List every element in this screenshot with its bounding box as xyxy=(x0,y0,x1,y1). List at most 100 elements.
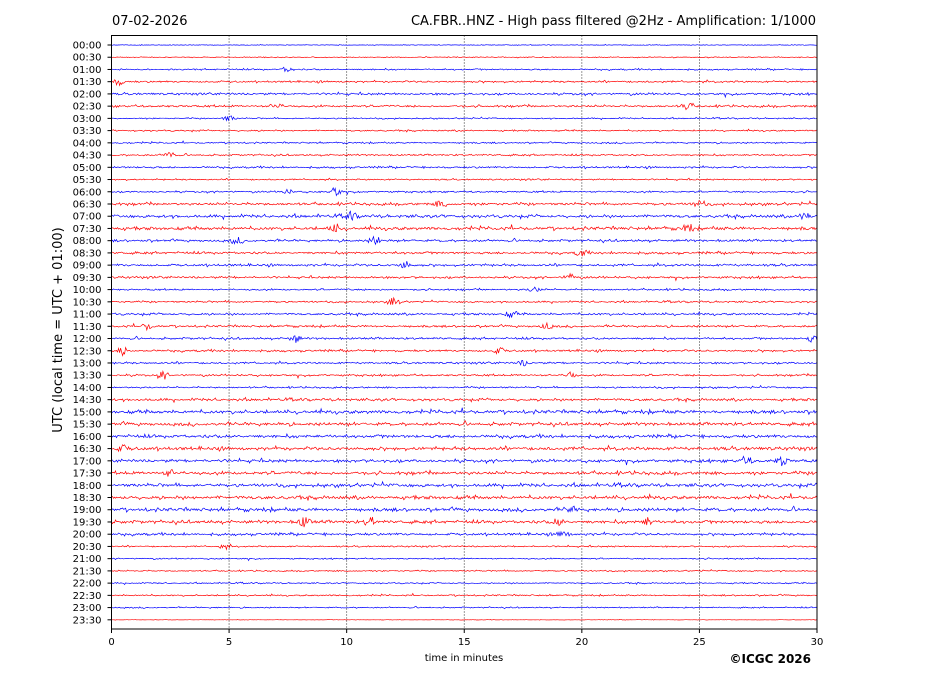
trace-1000 xyxy=(111,286,818,292)
y-tick-label: 21:00 xyxy=(73,554,102,565)
copyright-label: ©ICGC 2026 xyxy=(729,652,811,666)
trace-1230 xyxy=(111,346,818,357)
y-tick-label: 06:00 xyxy=(73,187,102,198)
x-tick-label: 25 xyxy=(693,637,706,648)
trace-1630 xyxy=(111,444,818,453)
chart-date: 07-02-2026 xyxy=(112,14,188,29)
plot-frame xyxy=(111,35,818,630)
y-tick-label: 10:00 xyxy=(73,285,102,296)
y-tick-label: 12:30 xyxy=(73,346,102,357)
trace-1030 xyxy=(111,296,818,305)
trace-2100 xyxy=(111,557,818,562)
y-tick-label: 10:30 xyxy=(73,297,102,308)
trace-0100 xyxy=(111,66,817,73)
trace-1100 xyxy=(111,311,818,319)
y-tick-label: 19:00 xyxy=(73,505,102,516)
y-tick-label: 09:00 xyxy=(73,261,102,272)
trace-1700 xyxy=(111,455,818,467)
y-tick-label: 05:30 xyxy=(73,175,102,186)
y-tick-label: 19:30 xyxy=(73,517,102,528)
trace-0500 xyxy=(111,165,818,170)
y-tick-label: 01:00 xyxy=(73,65,102,76)
trace-0300 xyxy=(111,115,818,122)
trace-0930 xyxy=(111,272,818,282)
y-tick-label: 00:00 xyxy=(73,41,102,52)
y-tick-label: 18:30 xyxy=(73,493,102,504)
y-tick-label: 05:00 xyxy=(73,163,102,174)
trace-1900 xyxy=(111,505,818,514)
y-tick-label: 22:00 xyxy=(73,579,102,590)
y-tick-label: 23:00 xyxy=(73,603,102,614)
y-tick-label: 00:30 xyxy=(73,53,102,64)
x-tick-label: 10 xyxy=(340,637,353,648)
y-axis-label: UTC (local time = UTC + 01:00) xyxy=(51,227,66,432)
trace-1330 xyxy=(111,370,818,380)
y-tick-label: 03:00 xyxy=(73,114,102,125)
trace-0200 xyxy=(111,91,818,99)
x-tick-label: 20 xyxy=(575,637,588,648)
y-tick-label: 01:30 xyxy=(73,77,102,88)
trace-2000 xyxy=(111,530,818,537)
x-axis-label: time in minutes xyxy=(425,653,504,664)
x-tick-label: 5 xyxy=(226,637,232,648)
trace-0700 xyxy=(111,210,818,222)
trace-0900 xyxy=(111,261,818,269)
y-tick-label: 08:00 xyxy=(73,236,102,247)
trace-0830 xyxy=(111,249,818,257)
y-tick-label: 02:30 xyxy=(73,102,102,113)
y-tick-label: 14:00 xyxy=(73,383,102,394)
traces xyxy=(111,43,818,621)
trace-0600 xyxy=(111,187,818,197)
vertical-grid xyxy=(228,35,700,629)
trace-2330 xyxy=(111,619,818,621)
y-tick-label: 04:30 xyxy=(73,151,102,162)
trace-1500 xyxy=(111,407,818,416)
x-ticks: 0 5 10 15 20 25 30 xyxy=(108,629,823,648)
y-tick-label: 12:00 xyxy=(73,334,102,345)
y-tick-label: 17:30 xyxy=(73,469,102,480)
y-tick-label: 06:30 xyxy=(73,199,102,210)
y-tick-label: 13:00 xyxy=(73,358,102,369)
y-tick-label: 14:30 xyxy=(73,395,102,406)
y-tick-label: 22:30 xyxy=(73,591,102,602)
y-tick-label: 07:00 xyxy=(73,212,102,223)
x-tick-label: 15 xyxy=(458,637,471,648)
y-tick-label: 18:00 xyxy=(73,481,102,492)
trace-0030 xyxy=(111,56,818,59)
trace-0530 xyxy=(111,177,818,182)
y-tick-label: 13:30 xyxy=(73,371,102,382)
trace-1830 xyxy=(111,493,818,501)
trace-1600 xyxy=(111,432,818,440)
trace-1300 xyxy=(111,360,818,367)
trace-0800 xyxy=(111,235,818,246)
y-tick-label: 08:30 xyxy=(73,248,102,259)
y-tick-label: 23:30 xyxy=(73,615,102,626)
trace-1730 xyxy=(111,468,818,477)
y-tick-label: 15:00 xyxy=(73,407,102,418)
trace-1800 xyxy=(111,480,818,490)
y-tick-label: 03:30 xyxy=(73,126,102,137)
y-tick-label: 20:00 xyxy=(73,530,102,541)
trace-1400 xyxy=(111,384,818,390)
trace-0730 xyxy=(111,223,818,233)
y-tick-label: 15:30 xyxy=(73,420,102,431)
y-tick-label: 04:00 xyxy=(73,138,102,149)
x-tick-label: 30 xyxy=(811,637,824,648)
y-tick-label: 02:00 xyxy=(73,89,102,100)
x-tick-label: 0 xyxy=(108,637,114,648)
trace-2200 xyxy=(111,581,818,586)
y-tick-label: 20:30 xyxy=(73,542,102,553)
y-tick-label: 21:30 xyxy=(73,566,102,577)
trace-1530 xyxy=(111,420,818,428)
trace-2030 xyxy=(111,543,818,551)
trace-0430 xyxy=(111,151,818,158)
y-tick-label: 16:00 xyxy=(73,432,102,443)
y-tick-label: 16:30 xyxy=(73,444,102,455)
trace-2230 xyxy=(111,592,817,597)
trace-1200 xyxy=(111,335,818,343)
trace-1430 xyxy=(111,396,818,404)
y-tick-label: 17:00 xyxy=(73,456,102,467)
y-tick-label: 07:30 xyxy=(73,224,102,235)
